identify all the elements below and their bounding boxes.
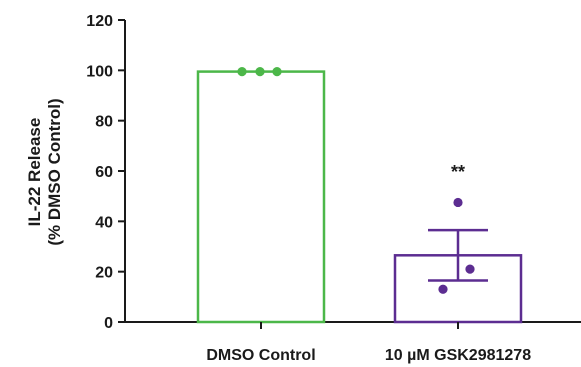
bar: [196, 70, 326, 324]
y-tick-label: 40: [95, 214, 113, 231]
y-tick-label: 120: [86, 13, 113, 30]
data-point: [438, 284, 448, 294]
y-axis-title-line-2: (% DMSO Control): [45, 98, 64, 245]
significance-label: **: [451, 162, 465, 182]
y-tick-label: 100: [86, 63, 113, 80]
data-point: [453, 197, 463, 208]
data-point: [255, 66, 265, 77]
data-points: [237, 66, 475, 294]
x-category-label: DMSO Control: [206, 347, 315, 364]
data-point: [237, 66, 247, 77]
x-axis-ticks: DMSO Control 10 µM GSK2981278: [206, 322, 531, 364]
bars: [196, 70, 523, 324]
error-bars: [428, 228, 488, 282]
y-tick-label: 60: [95, 164, 113, 181]
data-point: [465, 264, 475, 274]
y-axis-ticks: 0 20 40 60 80 100 120: [86, 13, 125, 332]
y-axis-title-line-1: IL-22 Release: [25, 118, 44, 227]
y-tick-label: 0: [104, 315, 113, 332]
significance-annotations: **: [451, 162, 465, 182]
data-point: [272, 66, 282, 77]
x-category-label: 10 µM GSK2981278: [385, 347, 531, 364]
y-axis-title: IL-22 Release (% DMSO Control): [25, 98, 64, 245]
y-tick-label: 20: [95, 265, 113, 282]
y-tick-label: 80: [95, 114, 113, 131]
